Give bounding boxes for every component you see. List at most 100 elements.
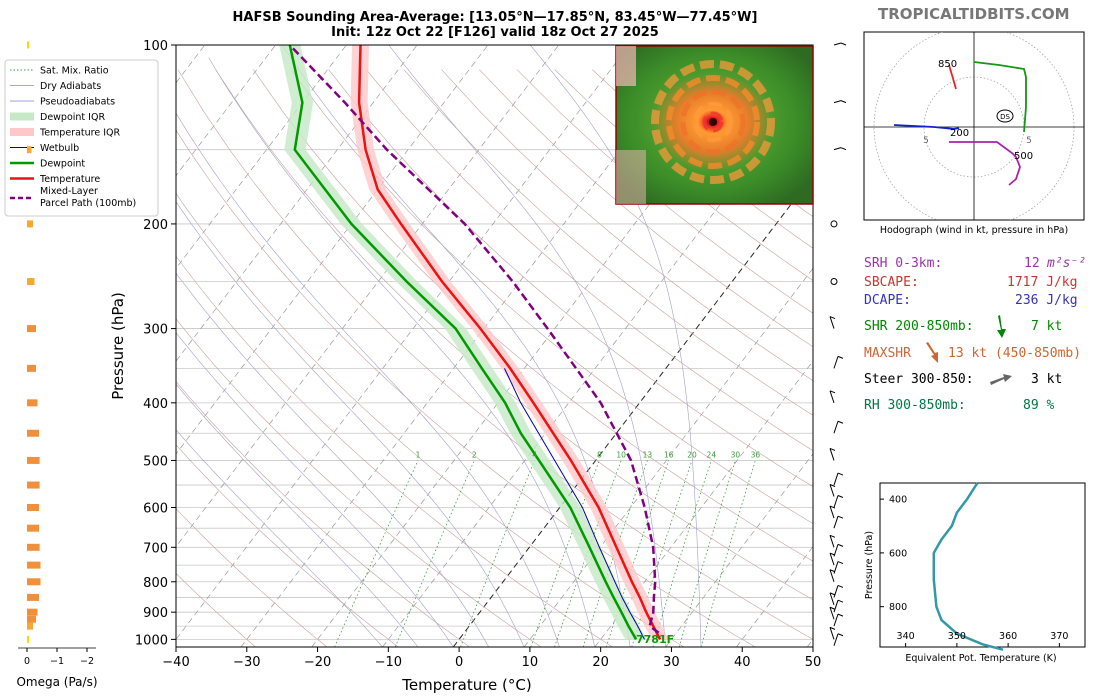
legend-label: Dry Adiabats: [40, 81, 101, 92]
wind-barb-flag: [829, 534, 836, 538]
wind-barb-flag: [829, 390, 836, 394]
chart-title-line1: HAFSB Sounding Area-Average: [13.05°N—17…: [233, 10, 758, 25]
isotherm-line: [176, 45, 347, 269]
wind-barb-flag: [837, 613, 844, 617]
y-tick-label: 800: [143, 576, 168, 591]
surface-label: 7781F: [636, 633, 674, 646]
rain-band: [680, 89, 746, 155]
srh-label: SRH 0-3km:: [864, 256, 943, 271]
rain-band: [651, 60, 775, 184]
wind-barb-icon: [829, 552, 835, 566]
wind-barb-flag: [837, 420, 844, 424]
wind-barb-icon: [829, 484, 835, 497]
wind-barb-flag: [829, 484, 836, 487]
wind-barb-icon: [829, 592, 835, 606]
mixing-ratio-line: [334, 460, 419, 647]
dewpoint-iqr-band: [279, 45, 647, 640]
steer-value: 3 kt: [1031, 372, 1063, 387]
skewt-ylabel: Pressure (hPa): [109, 292, 127, 400]
dcape-stat: DCAPE: 236 J/kg: [864, 293, 1078, 308]
omega-bar: [27, 561, 41, 569]
y-tick-label: 1000: [135, 633, 168, 648]
theta-e-x-tick-label: 350: [948, 631, 966, 642]
wind-barb-flag: [829, 505, 836, 509]
x-tick-label: −10: [375, 655, 402, 670]
omega-tick-label: −2: [80, 656, 94, 667]
legend-label: Dewpoint IQR: [40, 112, 105, 123]
isotherm-line: [176, 45, 418, 362]
dry-adiabat: [176, 318, 542, 647]
dry-adiabat: [516, 69, 813, 314]
legend-swatch: [10, 128, 34, 136]
mixing-ratio-label: 1: [416, 450, 421, 459]
dcape-label: DCAPE:: [864, 293, 911, 308]
y-tick-label: 900: [143, 606, 168, 621]
srh-unit: m²s⁻²: [1047, 256, 1087, 271]
maxshr-label: MAXSHR: [864, 346, 911, 361]
dry-adiabat: [366, 69, 813, 451]
omega-bar: [27, 524, 39, 532]
wind-barb-icon: [833, 600, 839, 613]
rain-band: [693, 102, 733, 142]
wind-barb-flag: [840, 42, 847, 46]
wind-barb-flag: [837, 599, 844, 603]
isotherm-line: [176, 45, 630, 640]
rain-band: [702, 111, 724, 133]
omega-bar: [27, 220, 33, 228]
wind-barb-icon: [833, 356, 839, 369]
dry-adiabat: [290, 69, 813, 524]
dry-adiabat: [176, 444, 399, 647]
x-tick-label: 40: [734, 655, 751, 670]
shr-label: SHR 200-850mb:: [864, 319, 974, 334]
mixing-ratio-label: 16: [664, 450, 674, 459]
omega-bar: [27, 622, 33, 630]
wind-barb-icon: [829, 535, 835, 548]
brand-logo-text: TROPICALTIDBITS.COM: [878, 5, 1070, 23]
omega-bar: [27, 543, 40, 551]
wind-barb-icon: [829, 448, 835, 461]
mixing-ratio-label: 24: [707, 450, 717, 459]
legend-label: Pseudoadiabats: [40, 97, 115, 108]
wind-barb-flag: [837, 355, 844, 359]
wind-barb-icon: [833, 147, 842, 151]
wind-barbs-column: [829, 42, 847, 646]
wind-barb-flag: [829, 626, 836, 630]
rh-value: 89 %: [1023, 398, 1055, 413]
theta-e-frame: [879, 482, 1086, 648]
hodograph-trace-low: [948, 64, 957, 90]
sbcape-label: SBCAPE:: [864, 275, 919, 290]
rain-band: [666, 75, 760, 169]
pseudoadiabat: [388, 45, 666, 647]
omega-bar: [27, 608, 38, 616]
dry-adiabat: [176, 573, 256, 647]
mixing-ratio-label: 4: [532, 450, 537, 459]
mixing-ratio-line: [631, 460, 693, 647]
theta-e-x-tick-label: 340: [897, 631, 915, 642]
calm-wind-icon: [830, 278, 838, 286]
omega-bar: [27, 325, 36, 333]
dry-adiabat: [176, 255, 613, 647]
x-tick-label: 0: [455, 655, 463, 670]
wind-barb-flag: [837, 515, 844, 519]
wind-barb-flag: [840, 100, 847, 104]
dry-adiabat: [176, 381, 470, 647]
omega-bar: [27, 504, 39, 512]
wind-barb-icon: [833, 100, 842, 104]
mixing-ratio-line: [652, 460, 712, 647]
omega-bar: [27, 593, 39, 601]
wind-barb-flag: [837, 472, 844, 476]
dewpoint-line: [288, 45, 638, 641]
calm-wind-icon: [830, 220, 838, 228]
omega-bar: [27, 146, 32, 154]
mixing-ratio-label: 8: [597, 450, 602, 459]
land-patch: [616, 150, 646, 204]
omega-bar: [27, 635, 29, 643]
dry-adiabat: [441, 69, 813, 381]
theta-e-x-tick-label: 370: [1050, 631, 1068, 642]
y-tick-label: 400: [143, 397, 168, 412]
hodograph-ring-label: 5: [923, 136, 929, 146]
mixing-ratio-label: 20: [687, 450, 697, 459]
theta-e-y-tick-label: 800: [889, 602, 907, 613]
mixing-ratio-line: [678, 460, 736, 647]
